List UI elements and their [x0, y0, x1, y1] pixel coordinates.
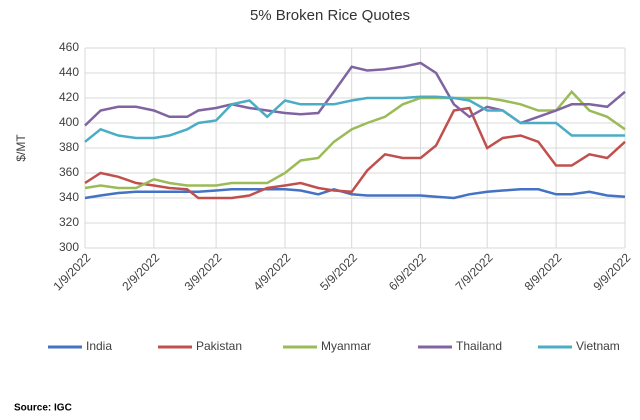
x-tick-label: 7/9/2022: [453, 250, 496, 293]
y-tick-label: 460: [59, 40, 79, 54]
legend-label: India: [86, 339, 112, 353]
y-tick-label: 420: [59, 90, 79, 104]
series-line: [84, 106, 626, 200]
series-line: [84, 89, 626, 190]
y-tick-label: 360: [59, 165, 79, 179]
y-tick-label: 300: [59, 240, 79, 254]
legend-label: Thailand: [456, 339, 502, 353]
y-tick-label: 340: [59, 190, 79, 204]
series-line: [84, 187, 626, 200]
source: Source: IGC: [14, 403, 72, 414]
y-tick-label: 400: [59, 115, 79, 129]
y-tick-label: 440: [59, 65, 79, 79]
x-tick-label: 8/9/2022: [522, 250, 565, 293]
legend-label: Myanmar: [321, 339, 371, 353]
y-axis-label: $/MT: [14, 134, 28, 162]
y-tick-label: 380: [59, 140, 79, 154]
x-tick-label: 4/9/2022: [250, 250, 293, 293]
x-tick-label: 3/9/2022: [182, 250, 225, 293]
x-tick-label: 9/9/2022: [590, 250, 633, 293]
legend-label: Vietnam: [576, 339, 620, 353]
series-line: [84, 61, 626, 127]
x-tick-label: 2/9/2022: [119, 250, 162, 293]
y-tick-label: 320: [59, 215, 79, 229]
x-tick-label: 1/9/2022: [50, 250, 93, 293]
legend-label: Pakistan: [196, 339, 242, 353]
x-tick-label: 6/9/2022: [386, 250, 429, 293]
x-tick-label: 5/9/2022: [317, 250, 360, 293]
chart-title: 5% Broken Rice Quotes: [250, 7, 410, 24]
series-line: [84, 95, 625, 143]
